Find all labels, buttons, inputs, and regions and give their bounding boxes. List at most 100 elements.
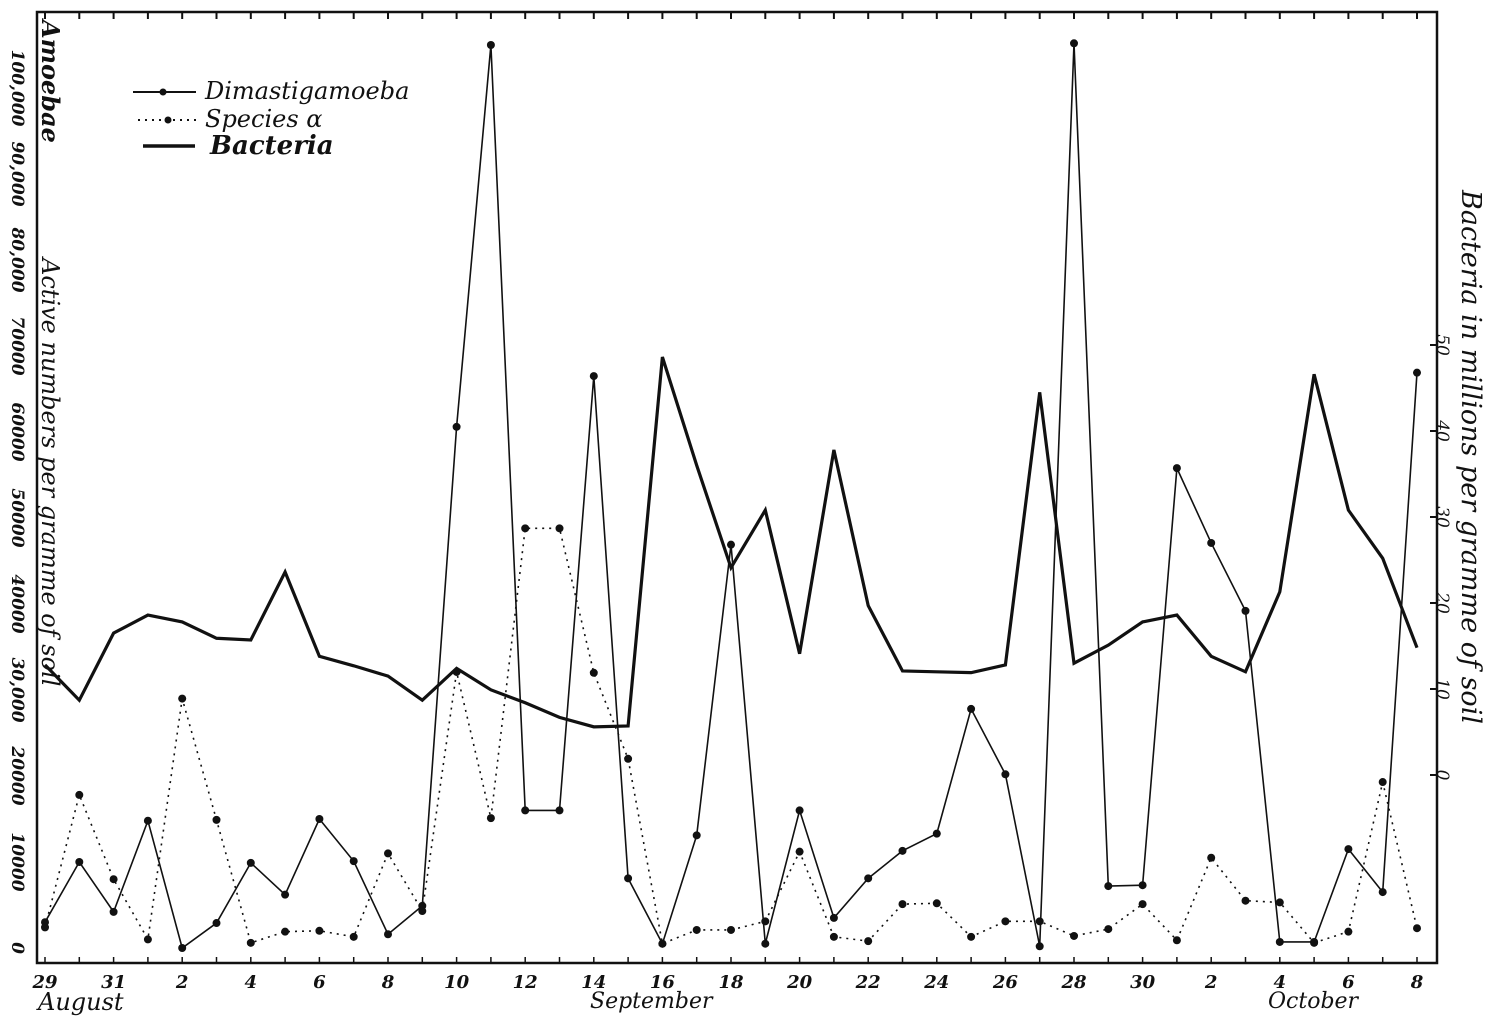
legend-bacteria: Bacteria	[209, 131, 334, 161]
right-tick-label: 50	[1432, 334, 1452, 356]
left-tick-label: 0	[7, 942, 27, 954]
data-point-species-	[967, 932, 976, 941]
data-point-dimastigamoeba	[761, 939, 770, 948]
x-tick-label: 24	[923, 972, 949, 993]
left-tick-label: 30,000	[7, 657, 27, 722]
data-point-dimastigamoeba	[1413, 368, 1421, 377]
data-point-dimastigamoeba	[692, 831, 701, 840]
x-tick-label: 4	[1274, 972, 1287, 993]
data-point-dimastigamoeba	[384, 930, 392, 939]
x-tick-label: 30	[1130, 972, 1156, 993]
data-point-species-	[1310, 938, 1319, 947]
x-tick-label: 10	[444, 972, 470, 993]
data-point-dimastigamoeba	[795, 806, 804, 815]
data-point-species-	[1413, 924, 1421, 933]
x-tick-label: 2	[1204, 972, 1218, 993]
x-tick-label: 2	[175, 972, 189, 993]
month-label-october: October	[1268, 989, 1360, 1014]
data-point-dimastigamoeba	[1035, 942, 1044, 951]
x-tick-label: 8	[381, 972, 395, 993]
data-point-dimastigamoeba	[1275, 937, 1284, 946]
left-tick-label: 100,000	[7, 50, 27, 127]
data-point-species-	[727, 925, 735, 934]
data-point-dimastigamoeba	[1104, 882, 1113, 891]
month-label-august: August	[36, 988, 124, 1016]
data-point-species-	[1035, 917, 1044, 926]
data-point-dimastigamoeba	[1344, 845, 1353, 854]
data-point-species-	[1275, 898, 1284, 907]
x-tick-label: 26	[992, 972, 1019, 993]
left-tick-label: 20000	[7, 745, 27, 805]
data-point-species-	[418, 907, 427, 916]
data-point-species-	[521, 524, 530, 533]
data-point-dimastigamoeba	[1378, 888, 1387, 897]
data-point-dimastigamoeba	[1172, 464, 1181, 473]
data-point-species-	[692, 925, 701, 934]
data-point-species-	[898, 900, 907, 909]
series-line-species-	[44, 527, 1418, 945]
right-tick-label: 20	[1432, 591, 1452, 614]
data-point-species-	[246, 938, 255, 947]
data-point-dimastigamoeba	[109, 907, 118, 916]
data-point-species-	[761, 917, 770, 926]
data-point-species-	[349, 932, 358, 941]
data-point-species-	[1001, 917, 1010, 926]
x-tick-label: 6	[1342, 972, 1355, 993]
data-point-dimastigamoeba	[589, 372, 598, 381]
data-point-species-	[1344, 927, 1353, 936]
x-tick-label: 29	[31, 972, 58, 993]
series-line-bacteria	[43, 356, 1419, 729]
data-point-species-	[315, 926, 324, 935]
data-point-dimastigamoeba	[281, 890, 290, 899]
data-point-species-	[384, 849, 392, 858]
legend: Dimastigamoeba Species α Bacteria	[133, 77, 409, 161]
left-tick-label: 50000	[7, 488, 27, 547]
left-tick-label: 10000	[7, 832, 27, 891]
data-point-species-	[109, 875, 118, 884]
left-tick-label: 80,000	[7, 226, 27, 292]
data-point-species-	[795, 847, 804, 856]
x-tick-label: 20	[786, 972, 813, 993]
data-point-species-	[178, 694, 187, 703]
legend-dimastigamoeba: Dimastigamoeba	[204, 77, 409, 105]
data-point-dimastigamoeba	[315, 815, 324, 823]
x-tick-label: 22	[855, 972, 881, 993]
right-tick-label: 30	[1432, 506, 1452, 528]
data-point-species-	[212, 815, 221, 824]
data-point-species-	[41, 923, 49, 932]
series-line-dimastigamoeba	[44, 43, 1418, 950]
data-point-species-	[75, 790, 84, 799]
right-axis-title: Bacteria in millions per gramme of soil	[1455, 189, 1486, 724]
data-point-species-	[658, 939, 667, 948]
data-point-dimastigamoeba	[864, 874, 873, 883]
data-point-dimastigamoeba	[521, 806, 530, 815]
data-point-species-	[1207, 853, 1216, 862]
data-point-dimastigamoeba	[932, 829, 941, 838]
x-tick-label: 18	[718, 972, 744, 993]
data-point-dimastigamoeba	[349, 857, 358, 866]
data-point-species-	[1104, 925, 1113, 934]
data-point-dimastigamoeba	[967, 704, 976, 713]
right-tick-label: 10	[1432, 678, 1452, 700]
data-point-species-	[829, 932, 838, 941]
data-point-dimastigamoeba	[246, 858, 255, 867]
data-point-dimastigamoeba	[829, 913, 838, 922]
x-tick-label: 4	[245, 972, 258, 993]
data-point-dimastigamoeba	[143, 816, 152, 825]
x-tick-label: 16	[650, 972, 676, 993]
left-tick-label: 90,000	[7, 141, 27, 206]
data-point-species-	[589, 668, 598, 677]
x-tick-label: 8	[1410, 972, 1424, 993]
x-tick-label: 12	[513, 972, 538, 993]
left-tick-label: 70000	[7, 316, 27, 375]
left-tick-label: 60000	[7, 402, 27, 461]
data-point-species-	[281, 927, 290, 936]
data-point-species-	[1138, 900, 1147, 909]
data-point-dimastigamoeba	[212, 919, 221, 928]
month-label-september: September	[590, 989, 714, 1014]
data-point-dimastigamoeba	[1207, 538, 1216, 547]
data-point-dimastigamoeba	[1241, 606, 1250, 615]
right-tick-label: 40	[1432, 419, 1452, 442]
data-point-species-	[624, 754, 633, 763]
